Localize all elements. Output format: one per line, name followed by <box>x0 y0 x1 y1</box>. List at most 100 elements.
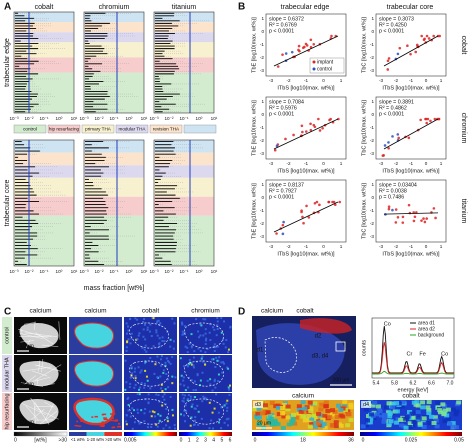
map-pixel <box>144 369 147 372</box>
map-pixel <box>163 393 166 396</box>
map-pixel <box>183 409 186 412</box>
fit-line <box>273 201 339 233</box>
map-pixel <box>209 339 212 342</box>
map-pixel <box>157 413 160 416</box>
y-tick-label: 0 <box>261 195 264 200</box>
y-tick-label: -1 <box>260 125 265 130</box>
map-pixel <box>192 389 195 392</box>
map-pixel <box>226 406 229 409</box>
map-pixel <box>127 409 130 412</box>
map-pixel <box>187 386 190 389</box>
map-pixel <box>411 400 417 405</box>
implant-fragment <box>109 417 115 419</box>
map-pixel <box>182 379 185 382</box>
colorbar-label: 36 <box>348 437 354 443</box>
map-pixel <box>185 409 188 412</box>
group-band <box>84 32 144 43</box>
map-pixel <box>190 416 193 419</box>
map-pixel <box>192 364 195 367</box>
map-pixel <box>215 356 218 359</box>
map-pixel <box>143 348 146 351</box>
region-outline <box>264 337 297 373</box>
map-pixel <box>180 374 183 377</box>
scatter-dot <box>420 219 423 222</box>
y-tick-label: -3 <box>260 68 265 73</box>
bone-texture <box>44 401 53 408</box>
scatter-dot <box>420 34 423 38</box>
map-pixel <box>190 405 193 408</box>
scatter-dot <box>391 208 394 212</box>
colorbar-label: 1-20 wt% <box>87 437 105 442</box>
row-label: trabecular edge <box>4 38 11 87</box>
map-pixel <box>202 395 205 398</box>
map-pixel <box>161 390 164 392</box>
map-pixel <box>421 416 427 421</box>
map-pixel <box>197 410 200 413</box>
scatter-dot <box>438 34 441 38</box>
map-pixel <box>302 406 308 411</box>
bone-texture <box>34 364 61 372</box>
x-tick-label: 5.4 <box>373 380 380 386</box>
map-pixel <box>140 409 143 412</box>
map-pixel <box>327 414 333 419</box>
plot-frame <box>153 11 215 114</box>
map-pixel <box>201 355 204 358</box>
y-tick-label: -3 <box>260 151 265 156</box>
scale-bar-label: 100 µm <box>17 343 34 349</box>
map-pixel <box>204 351 207 354</box>
scatter-dot <box>312 42 316 46</box>
group-band <box>154 72 214 113</box>
map-pixel <box>125 414 128 417</box>
map-pixel <box>129 415 132 418</box>
y-axis-label: TbC [log10(max. wt%)] <box>361 183 367 239</box>
map-pixel <box>166 420 169 423</box>
map-pixel <box>201 400 204 403</box>
map-pixel <box>169 396 172 399</box>
group-band <box>14 32 74 43</box>
x-tick-label: 0 <box>322 244 325 249</box>
scatter-dot <box>303 45 306 49</box>
map-pixel <box>127 325 130 328</box>
scatter-dot <box>275 144 279 148</box>
map-pixel <box>340 414 346 419</box>
map-pixel <box>152 317 155 320</box>
map-pixel <box>184 345 187 348</box>
x-tick-label: 10¹ <box>71 116 78 121</box>
y-tick-label: 0 <box>371 195 374 200</box>
map-pixel <box>222 361 225 364</box>
map-pixel <box>223 404 226 407</box>
map-pixel <box>220 331 223 334</box>
y-axis-label: TbE [log10(max. wt%)] <box>251 183 257 239</box>
scatter-dot <box>273 148 277 152</box>
map-pixel <box>186 346 189 349</box>
map-pixel <box>169 362 172 365</box>
map-pixel <box>221 338 224 341</box>
map-pixel <box>218 418 221 421</box>
scale-bar-label: 200 µm <box>17 419 34 425</box>
map-pixel <box>155 423 158 426</box>
scatter-dot <box>281 232 285 236</box>
map-pixel <box>435 400 441 405</box>
row-label-bg <box>2 317 12 354</box>
map-pixel <box>208 401 211 404</box>
x-axis-label: ITbS [log10(max. wt%)] <box>277 85 335 91</box>
map-pixel <box>390 402 396 407</box>
map-pixel <box>333 420 339 425</box>
bone-texture <box>25 405 39 421</box>
map-pixel <box>125 349 128 352</box>
map-pixel <box>386 421 392 426</box>
map-pixel <box>196 374 199 377</box>
scatter-dot <box>434 216 437 220</box>
map-pixel <box>184 420 187 423</box>
map-pixel <box>165 424 168 427</box>
map-pixel <box>377 409 383 414</box>
scatter-dot <box>318 129 322 132</box>
x-tick-label: -2 <box>394 161 399 166</box>
scatter-dot <box>432 207 436 210</box>
map-pixel <box>372 400 378 405</box>
map-pixel <box>150 415 153 418</box>
map-pixel <box>149 387 152 390</box>
scatter-dot <box>391 135 394 138</box>
legend-label: area d1 <box>418 320 435 326</box>
map-pixel <box>147 402 150 405</box>
